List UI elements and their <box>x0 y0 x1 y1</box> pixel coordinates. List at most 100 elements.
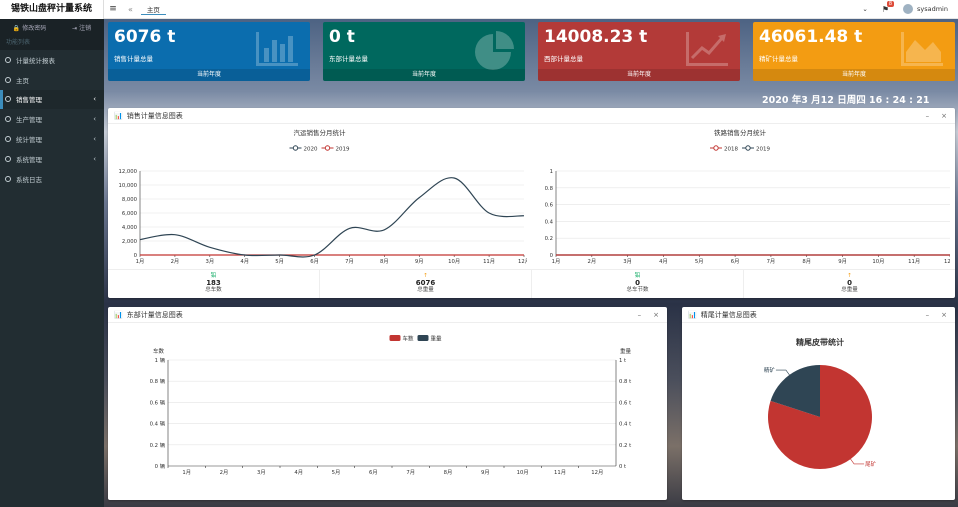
chart-title: 铁路销售分月统计 <box>714 128 767 137</box>
stat-footer[interactable]: 当前年度 <box>323 69 525 81</box>
summary-value: 183 <box>206 279 221 288</box>
stat-value: 0 t <box>329 27 355 47</box>
chart-title: 精尾皮带统计 <box>796 337 844 347</box>
dropdown-caret-icon[interactable]: ⌄ <box>862 5 868 13</box>
x-tick-label: 12月 <box>944 258 950 265</box>
y-tick-label-right: 0.2 t <box>619 443 631 449</box>
minimize-button[interactable]: – <box>925 310 930 319</box>
legend-swatch <box>389 335 401 341</box>
x-tick-label: 9月 <box>481 469 490 476</box>
tab-home[interactable]: 主页 <box>140 4 166 15</box>
x-tick-label: 2月 <box>220 469 229 476</box>
x-tick-label: 2月 <box>171 258 180 265</box>
y-axis-right-label: 重量 <box>620 347 632 355</box>
stat-footer[interactable]: 当前年度 <box>538 69 740 81</box>
bar-chart-icon: 📊 <box>688 310 697 319</box>
avatar <box>903 4 913 14</box>
tailings-panel: 📊 精尾计量信息图表 – × 精尾皮带统计 尾矿 精矿 <box>682 307 955 500</box>
close-button[interactable]: × <box>653 310 659 319</box>
sidebar-item-label: 生产管理 <box>16 116 42 125</box>
circle-icon <box>5 175 11 182</box>
bar-chart-icon: 📊 <box>114 310 123 319</box>
x-tick-label: 7月 <box>767 258 776 265</box>
y-tick-label: 0.6 <box>545 203 554 209</box>
y-tick-label: 0 <box>550 253 554 259</box>
x-tick-label: 5月 <box>332 469 341 476</box>
sidebar-item[interactable]: 主页 <box>0 70 104 90</box>
sidebar-item[interactable]: 统计管理 ‹ <box>0 129 104 149</box>
y-tick-label: 1 <box>550 169 553 175</box>
x-tick-label: 4月 <box>659 258 668 265</box>
x-tick-label: 11月 <box>908 258 920 265</box>
y-axis-left-label: 车数 <box>153 347 165 355</box>
stat-label: 精矿计量总量 <box>759 55 798 63</box>
y-tick-label-left: 0.8 辆 <box>150 377 166 385</box>
notifications[interactable]: ⚑ 8 <box>882 0 894 14</box>
x-tick-label: 11月 <box>483 258 495 265</box>
username: sysadmin <box>917 5 948 13</box>
stat-box-west: 14008.23 t 西部计量总量 当前年度 <box>538 22 740 81</box>
y-tick-label: 0.8 <box>545 186 554 192</box>
summary-col: ↑ 6076 总重量 <box>320 270 532 298</box>
circle-icon <box>5 96 11 103</box>
tab-prev-icon[interactable]: « <box>128 4 133 14</box>
y-tick-label-right: 0.8 t <box>619 379 631 385</box>
legend-label: 2018 <box>724 147 738 153</box>
slice-label: 精矿 <box>764 366 776 374</box>
y-tick-label-left: 1 辆 <box>155 356 166 364</box>
user-menu[interactable]: sysadmin <box>903 4 948 14</box>
sidebar-item[interactable]: 计量统计报表 <box>0 50 104 70</box>
legend-marker <box>292 145 299 151</box>
legend-swatch <box>417 335 429 341</box>
series-line <box>139 177 525 258</box>
stat-label: 西部计量总量 <box>544 55 583 63</box>
logout-link[interactable]: ⇥ 注销 <box>72 25 92 32</box>
sidebar-item-label: 销售管理 <box>16 96 42 105</box>
change-password-link[interactable]: 🔒 修改密码 <box>12 25 47 32</box>
minimize-button[interactable]: – <box>637 310 642 319</box>
x-tick-label: 6月 <box>310 258 319 265</box>
sidebar-item[interactable]: 销售管理 ‹ <box>0 89 104 110</box>
sidebar: 锡铁山盘秤计量系统 🔒 修改密码 ⇥ 注销 功能列表 计量统计报表 主页 销售管理 ‹… <box>0 0 104 507</box>
stat-value: 14008.23 t <box>544 27 648 47</box>
menu-toggle-icon[interactable]: ≡ <box>109 4 117 14</box>
legend-marker <box>324 145 331 151</box>
stat-footer[interactable]: 当前年度 <box>108 69 310 81</box>
app-title: 锡铁山盘秤计量系统 <box>0 0 104 19</box>
sidebar-item[interactable]: 系统日志 <box>0 169 104 189</box>
change-password-label: 修改密码 <box>22 25 47 32</box>
pie-slice <box>770 365 820 417</box>
sidebar-item[interactable]: 生产管理 ‹ <box>0 109 104 129</box>
x-tick-label: 9月 <box>415 258 424 265</box>
summary-label: 总重量 <box>841 287 858 294</box>
close-button[interactable]: × <box>941 310 947 319</box>
circle-icon <box>5 76 11 83</box>
close-button[interactable]: × <box>941 111 947 120</box>
x-tick-label: 11月 <box>554 469 566 476</box>
summary-value: 0 <box>847 279 852 288</box>
summary-col: ↑ 0 总重量 <box>744 270 955 298</box>
datetime-display: 2020 年3 月12 日周四 16 : 24 : 21 <box>762 95 930 106</box>
minimize-button[interactable]: – <box>925 111 930 120</box>
summary-tag: 铅 <box>210 273 217 279</box>
label-leader <box>775 369 790 376</box>
summary-tag: ↑ <box>423 273 428 279</box>
sidebar-item-label: 主页 <box>16 76 29 85</box>
stat-value: 46061.48 t <box>759 27 863 47</box>
legend-label: 2020 <box>304 147 318 153</box>
y-tick-label: 2,000 <box>122 239 138 245</box>
stat-footer[interactable]: 当前年度 <box>753 69 955 81</box>
summary-label: 总重量 <box>417 287 434 294</box>
x-tick-label: 8月 <box>444 469 453 476</box>
sidebar-item-label: 系统日志 <box>16 175 42 184</box>
chart-title: 汽运销售分月统计 <box>294 128 347 137</box>
topbar: ≡ « 主页 ⌄ ⚑ 8 sysadmin <box>104 0 958 19</box>
summary-tag: 铅 <box>634 273 641 279</box>
sidebar-item[interactable]: 系统管理 ‹ <box>0 149 104 169</box>
x-tick-label: 4月 <box>240 258 249 265</box>
bar-chart-icon <box>256 32 298 66</box>
x-tick-label: 12月 <box>518 258 527 265</box>
y-tick-label: 12,000 <box>118 169 137 175</box>
x-tick-label: 5月 <box>695 258 704 265</box>
truck-sales-chart: 汽运销售分月统计 2020 2019 0 2,000 4,000 6,000 8,000 10,… <box>118 128 527 265</box>
